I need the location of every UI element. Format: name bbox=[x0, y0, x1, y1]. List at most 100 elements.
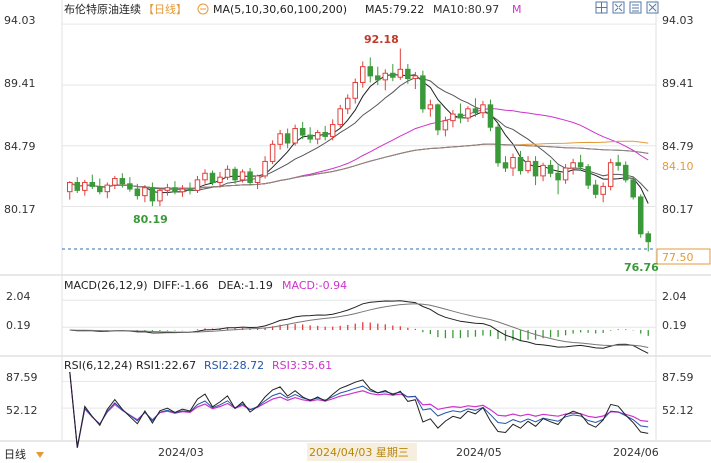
candle-body bbox=[202, 172, 208, 181]
candle-body bbox=[532, 160, 539, 177]
ma10-value: MA10:80.97 bbox=[433, 3, 499, 16]
x-label-2: 2024/05 bbox=[456, 446, 502, 459]
candle-body bbox=[405, 68, 411, 80]
candle-body bbox=[562, 167, 569, 181]
macd-tick-left-0: 2.04 bbox=[6, 290, 31, 303]
candle-body bbox=[89, 181, 96, 187]
candle-body bbox=[119, 178, 126, 185]
price-tick-right-1: 89.41 bbox=[662, 77, 694, 90]
macd-dea: DEA:-1.19 bbox=[218, 279, 273, 292]
candle-body bbox=[329, 124, 336, 137]
candle-body bbox=[420, 75, 426, 110]
m-button[interactable]: M bbox=[512, 3, 522, 16]
candle-body bbox=[540, 164, 546, 177]
ma-line-ma5 bbox=[69, 74, 649, 204]
candle-body bbox=[457, 113, 464, 119]
candle-body bbox=[142, 187, 148, 197]
candle-body bbox=[600, 185, 606, 195]
price-tick-left-1: 89.41 bbox=[4, 77, 36, 90]
period-button[interactable]: 日线 bbox=[4, 447, 26, 461]
candle-body bbox=[427, 104, 434, 110]
candle-body bbox=[435, 104, 441, 131]
rsi-title: RSI(6,12,24) bbox=[64, 359, 132, 372]
candle-body bbox=[622, 164, 629, 181]
rsi-panel bbox=[62, 371, 656, 448]
candle-body bbox=[480, 104, 486, 114]
ma5-value: MA5:79.22 bbox=[365, 3, 424, 16]
candle-body bbox=[194, 179, 201, 191]
macd-diff: DIFF:-1.66 bbox=[153, 279, 209, 292]
candle-body bbox=[262, 160, 268, 177]
candle-body bbox=[284, 133, 291, 144]
rsi2-value: RSI2:28.72 bbox=[204, 359, 264, 372]
price-tick-right-3: 80.17 bbox=[662, 203, 694, 216]
candle-body bbox=[487, 104, 494, 128]
rsi1-line bbox=[69, 371, 649, 448]
x-label-0: 2024/03 bbox=[158, 446, 204, 459]
candle-body bbox=[577, 162, 584, 168]
candle-body bbox=[67, 181, 73, 193]
price-tick-left-0: 94.03 bbox=[4, 14, 36, 27]
rsi3-value: RSI3:35.61 bbox=[272, 359, 332, 372]
last-price-label: 77.50 bbox=[662, 251, 694, 264]
candle-body bbox=[630, 179, 636, 198]
period-switch-icon[interactable] bbox=[197, 3, 209, 15]
candle-body bbox=[615, 162, 621, 166]
period-dropdown-icon[interactable] bbox=[36, 452, 44, 458]
candle-body bbox=[472, 108, 479, 114]
candle-body bbox=[637, 196, 644, 235]
candle-body bbox=[172, 187, 178, 193]
candle-body bbox=[360, 66, 366, 83]
candle-body bbox=[502, 162, 509, 169]
close-icon[interactable] bbox=[646, 1, 659, 14]
candle-body bbox=[74, 181, 81, 191]
candle-body bbox=[299, 128, 306, 136]
period-label[interactable]: 【日线】 bbox=[143, 2, 187, 16]
candle-body bbox=[292, 128, 298, 144]
candle-body bbox=[450, 113, 456, 122]
candle-body bbox=[277, 133, 283, 145]
candle-body bbox=[382, 72, 389, 81]
candle-body bbox=[164, 187, 171, 191]
low-label-right: 76.76 bbox=[624, 261, 659, 274]
candle-body bbox=[269, 143, 276, 162]
candle-body bbox=[510, 156, 516, 169]
low-label-left: 80.19 bbox=[133, 213, 168, 226]
macd-title: MACD(26,12,9) bbox=[64, 279, 148, 292]
candle-body bbox=[344, 97, 351, 110]
candle-body bbox=[397, 68, 404, 78]
macd-tick-left-1: 0.19 bbox=[6, 319, 31, 332]
rsi-tick-right-1: 52.12 bbox=[662, 404, 694, 417]
ma-line-ma30 bbox=[69, 107, 649, 189]
candle-body bbox=[375, 75, 381, 81]
macd-dea-line bbox=[69, 303, 649, 348]
price-tick-right-2: 84.79 bbox=[662, 140, 694, 153]
candle-body bbox=[592, 184, 599, 195]
candle-body bbox=[187, 188, 193, 191]
candle-body bbox=[465, 108, 471, 119]
candle-body bbox=[555, 172, 561, 181]
candle-body bbox=[134, 188, 141, 197]
macd-panel bbox=[62, 299, 656, 354]
candle-body bbox=[112, 178, 118, 186]
grid-icon[interactable] bbox=[595, 1, 608, 14]
macd-value: MACD:-0.94 bbox=[282, 279, 347, 292]
rsi-tick-right-0: 87.59 bbox=[662, 371, 694, 384]
candle-body bbox=[367, 66, 374, 77]
moving-averages bbox=[69, 74, 649, 204]
candle-body bbox=[442, 120, 449, 131]
x-label-1: 2024/04/03 星期三 bbox=[309, 446, 409, 459]
candle-body bbox=[82, 181, 88, 191]
candle-body bbox=[517, 156, 524, 172]
candle-body bbox=[412, 75, 419, 80]
candle-body bbox=[247, 171, 253, 183]
settings-icon[interactable] bbox=[629, 1, 642, 14]
candle-body bbox=[232, 168, 238, 181]
expand-icon[interactable] bbox=[612, 1, 625, 14]
candle-body bbox=[149, 187, 156, 202]
candle-body bbox=[645, 233, 651, 243]
candle-body bbox=[525, 160, 531, 172]
ma-params: MA(5,10,30,60,100,200) bbox=[213, 3, 347, 16]
candles bbox=[67, 48, 651, 252]
